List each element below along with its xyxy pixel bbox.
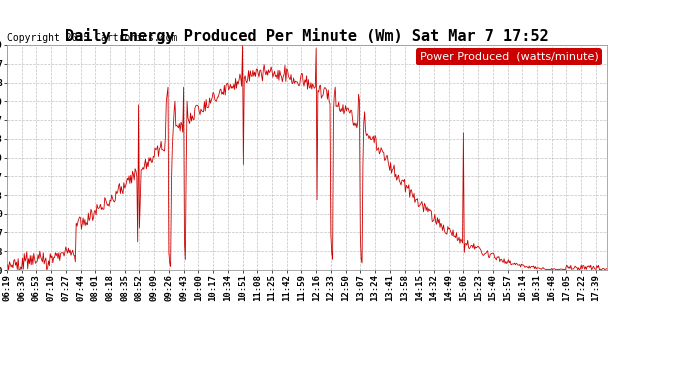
Text: Copyright 2015 Cartronics.com: Copyright 2015 Cartronics.com bbox=[7, 33, 177, 43]
Title: Daily Energy Produced Per Minute (Wm) Sat Mar 7 17:52: Daily Energy Produced Per Minute (Wm) Sa… bbox=[66, 28, 549, 44]
Legend: Power Produced  (watts/minute): Power Produced (watts/minute) bbox=[416, 48, 602, 65]
